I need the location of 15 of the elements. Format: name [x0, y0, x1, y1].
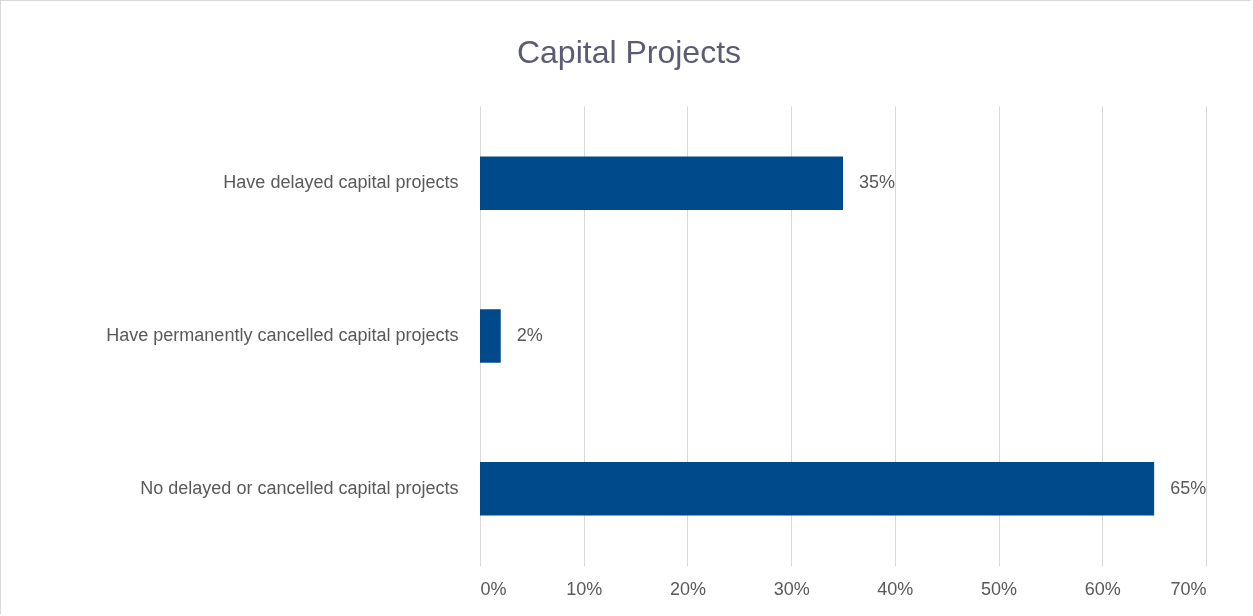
x-tick-label: 60% — [1084, 578, 1121, 599]
x-tick-label: 10% — [566, 578, 603, 599]
x-tick-label: 20% — [669, 578, 706, 599]
data-label: 65% — [1170, 477, 1207, 498]
x-tick-label: 30% — [773, 578, 810, 599]
x-tick-label: 0% — [480, 578, 507, 599]
data-label: 2% — [516, 325, 543, 345]
y-tick-label: No delayed or cancelled capital projects — [140, 477, 459, 498]
y-tick-label: Have delayed capital projects — [223, 172, 459, 193]
chart-title: Capital Projects — [516, 34, 742, 70]
x-tick-label: 70% — [1170, 578, 1207, 599]
y-tick-label: Have permanently cancelled capital projects — [106, 325, 459, 345]
x-tick-label: 40% — [877, 578, 914, 599]
data-label: 35% — [859, 172, 896, 193]
x-tick-label: 50% — [981, 578, 1018, 599]
